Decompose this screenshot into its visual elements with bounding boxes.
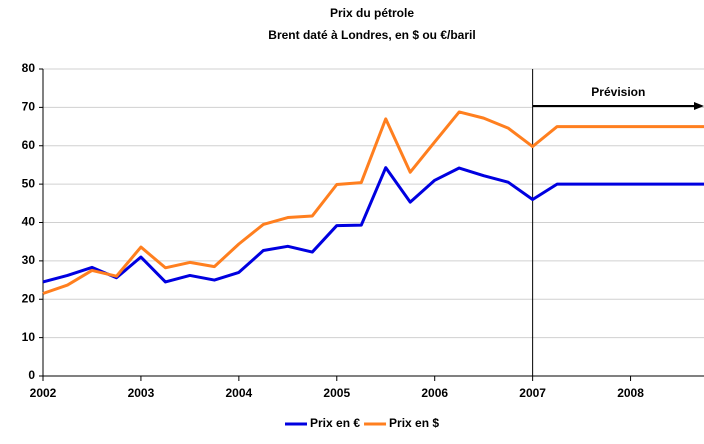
y-tick-label: 80: [22, 61, 36, 75]
chart-subtitle: Brent daté à Londres, en $ ou €/baril: [268, 28, 475, 42]
y-tick-label: 30: [22, 253, 36, 267]
y-tick-label: 20: [22, 291, 36, 305]
x-tick-label: 2006: [421, 386, 448, 400]
x-tick-label: 2003: [128, 386, 155, 400]
series-line: [42, 110, 704, 295]
y-tick-label: 60: [22, 138, 36, 152]
x-tick-label: 2007: [519, 386, 546, 400]
annotation: Prévision: [591, 85, 645, 99]
series-line: [42, 166, 704, 284]
legend-label: Prix en $: [389, 416, 439, 430]
x-tick-label: 2002: [30, 386, 57, 400]
y-tick-label: 70: [22, 100, 36, 114]
x-tick-label: 2004: [226, 386, 253, 400]
y-tick-label: 40: [22, 215, 36, 229]
legend-label: Prix en €: [310, 416, 360, 430]
y-tick-label: 50: [22, 176, 36, 190]
arrow-head: [694, 102, 704, 110]
y-tick-label: 10: [22, 330, 36, 344]
x-tick-label: 2005: [323, 386, 350, 400]
y-tick-label: 0: [28, 368, 35, 382]
chart-title: Prix du pétrole: [330, 6, 414, 20]
x-tick-label: 2008: [617, 386, 644, 400]
